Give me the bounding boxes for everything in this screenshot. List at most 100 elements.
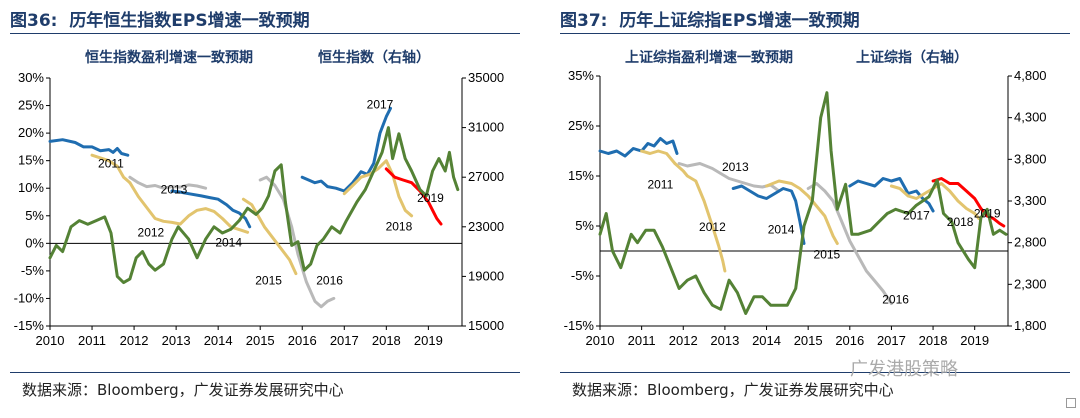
series-line	[731, 184, 806, 245]
x-tick: 2012	[669, 333, 698, 348]
year-annotation: 2017	[367, 97, 394, 111]
y-right-tick: 19000	[468, 268, 504, 283]
series-line	[640, 149, 677, 165]
x-tick: 2011	[628, 333, 656, 348]
series-line	[48, 138, 130, 157]
y-right-tick: 2,800	[1014, 235, 1047, 250]
y-left-tick: -10%	[14, 290, 45, 305]
y-right-tick: 4,800	[1014, 68, 1047, 83]
corner-box	[1066, 398, 1076, 408]
chart-panel-shcomp: 图37: 历年上证综指EPS增速一致预期 上证综指盈利增速一致预期 上证综指（右轴…	[550, 0, 1080, 418]
year-annotation: 2015	[255, 274, 282, 288]
legend-right: 上证综指（右轴）	[856, 49, 968, 66]
series-line	[598, 91, 1008, 315]
series-line	[300, 106, 392, 193]
y-left-tick: 25%	[18, 98, 44, 113]
y-right-tick: 15000	[468, 318, 504, 333]
year-annotation: 2017	[903, 209, 930, 223]
divider	[560, 33, 1070, 34]
series-line	[241, 197, 298, 276]
year-annotation: 2019	[974, 207, 1001, 221]
y-left-tick: 10%	[18, 180, 44, 195]
x-tick: 2019	[960, 333, 989, 348]
x-tick: 2015	[246, 333, 275, 348]
y-left-tick: 0%	[25, 235, 44, 250]
series-line	[128, 175, 208, 190]
series-line	[677, 162, 781, 193]
y-left-tick: 5%	[575, 218, 594, 233]
x-tick: 2018	[372, 333, 401, 348]
y-left-tick: -5%	[571, 268, 595, 283]
source-note: 数据来源：Bloomberg，广发证券发展研究中心	[22, 381, 344, 399]
year-annotation: 2019	[417, 191, 444, 205]
legend-left: 上证综指盈利增速一致预期	[625, 49, 793, 66]
year-annotation: 2011	[647, 178, 673, 192]
y-right-tick: 3,300	[1014, 193, 1047, 208]
series-line	[598, 137, 679, 158]
legend-left: 恒生指数盈利增速一致预期	[85, 49, 253, 66]
x-tick: 2015	[794, 333, 823, 348]
divider	[10, 372, 520, 373]
y-right-tick: 1,800	[1014, 318, 1047, 333]
series-line	[342, 159, 414, 218]
y-left-tick: 15%	[18, 153, 44, 168]
series-line	[128, 181, 182, 226]
y-right-tick: 2,300	[1014, 276, 1047, 291]
x-tick: 2017	[877, 333, 906, 348]
x-tick: 2010	[586, 333, 615, 348]
year-annotation: 2016	[882, 293, 909, 307]
y-left-tick: 35%	[568, 68, 594, 83]
year-annotation: 2014	[215, 236, 242, 250]
series-line	[48, 126, 460, 285]
y-left-tick: 20%	[18, 125, 44, 140]
y-right-tick: 3,800	[1014, 151, 1047, 166]
year-annotation: 2018	[386, 220, 413, 234]
legend-right: 恒生指数（右轴）	[318, 49, 430, 66]
x-tick: 2014	[752, 333, 781, 348]
year-annotation: 2011	[98, 156, 124, 170]
x-tick: 2010	[36, 333, 65, 348]
watermark: 广发港股策略	[850, 359, 958, 380]
series-line	[90, 153, 132, 185]
y-left-tick: 25%	[568, 118, 594, 133]
y-left-tick: 15%	[568, 168, 594, 183]
series-line	[178, 207, 250, 234]
y-left-tick: 30%	[18, 70, 44, 85]
figure-title: 图37: 历年上证综指EPS增速一致预期	[560, 11, 860, 31]
year-annotation: 2013	[722, 160, 749, 174]
series-line	[806, 182, 893, 305]
y-right-tick: 23000	[468, 219, 504, 234]
y-left-tick: -15%	[564, 318, 595, 333]
x-tick: 2016	[835, 333, 864, 348]
y-right-tick: 35000	[468, 70, 504, 85]
x-tick: 2019	[414, 333, 443, 348]
source-note: 数据来源：Bloomberg，广发证券发展研究中心	[572, 381, 894, 399]
series-line	[931, 177, 1006, 228]
series-line	[765, 179, 839, 245]
series-line	[673, 162, 727, 273]
x-tick: 2013	[162, 333, 191, 348]
year-annotation: 2013	[161, 183, 188, 197]
year-annotation: 2016	[316, 274, 343, 288]
year-annotation: 2012	[138, 226, 165, 240]
y-right-tick: 4,300	[1014, 110, 1047, 125]
x-tick: 2016	[288, 333, 317, 348]
y-right-tick: 27000	[468, 169, 504, 184]
year-annotation: 2018	[947, 215, 974, 229]
y-right-tick: 31000	[468, 120, 504, 135]
divider	[560, 372, 1070, 373]
line-chart-hsi: 恒生指数盈利增速一致预期 恒生指数（右轴） 30% 25% 20% 15% 10% 5% 0% -…	[14, 49, 505, 348]
year-annotation: 2012	[699, 220, 726, 234]
y-left-tick: -15%	[14, 318, 45, 333]
year-annotation: 2014	[768, 223, 795, 237]
year-annotation: 2015	[814, 248, 841, 262]
x-tick: 2011	[78, 333, 106, 348]
x-tick: 2013	[710, 333, 739, 348]
chart-panel-hsi: 图36: 历年恒生指数EPS增速一致预期 恒生指数盈利增速一致预期 恒生指数（右轴…	[0, 0, 530, 418]
x-tick: 2017	[330, 333, 359, 348]
y-left-tick: -5%	[21, 263, 45, 278]
figure-title: 图36: 历年恒生指数EPS增速一致预期	[10, 11, 310, 31]
line-chart-shcomp: 上证综指盈利增速一致预期 上证综指（右轴） 35% 25% 15% 5% -5% -15% 4,…	[564, 49, 1047, 348]
divider	[10, 33, 520, 34]
x-tick: 2014	[204, 333, 233, 348]
